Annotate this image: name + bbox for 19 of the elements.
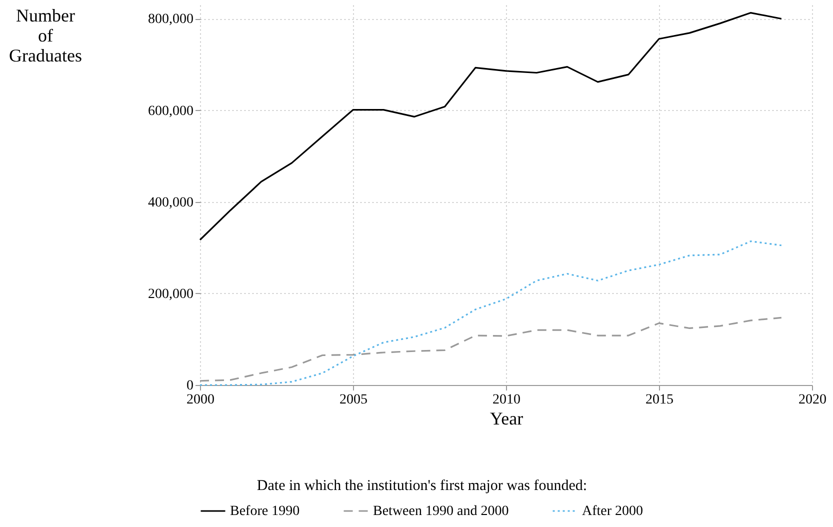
x-tick-label: 2000: [186, 392, 214, 408]
y-tick-label: 200,000: [148, 286, 194, 302]
legend-label: Before 1990: [230, 504, 300, 519]
y-tick-label: 0: [186, 378, 194, 394]
line-series: [199, 316, 782, 382]
line-series: [199, 240, 782, 386]
y-tick-label: 600,000: [148, 104, 194, 119]
legend-title: Date in which the institution's first major was founded:: [256, 478, 588, 494]
x-tick-label: 2015: [646, 392, 674, 408]
y-axis-title: Number of Graduates: [9, 6, 82, 66]
y-tick-label: 400,000: [148, 195, 194, 210]
legend-label: After 2000: [582, 504, 644, 519]
line-series: [199, 12, 782, 241]
x-tick-label: 2010: [492, 392, 520, 408]
x-axis-title: Year: [490, 408, 524, 428]
legend-label: Between 1990 and 2000: [373, 504, 509, 519]
x-tick-label: 2005: [340, 392, 368, 408]
x-tick-label: 2020: [798, 392, 826, 408]
y-tick-label: 800,000: [148, 12, 194, 28]
